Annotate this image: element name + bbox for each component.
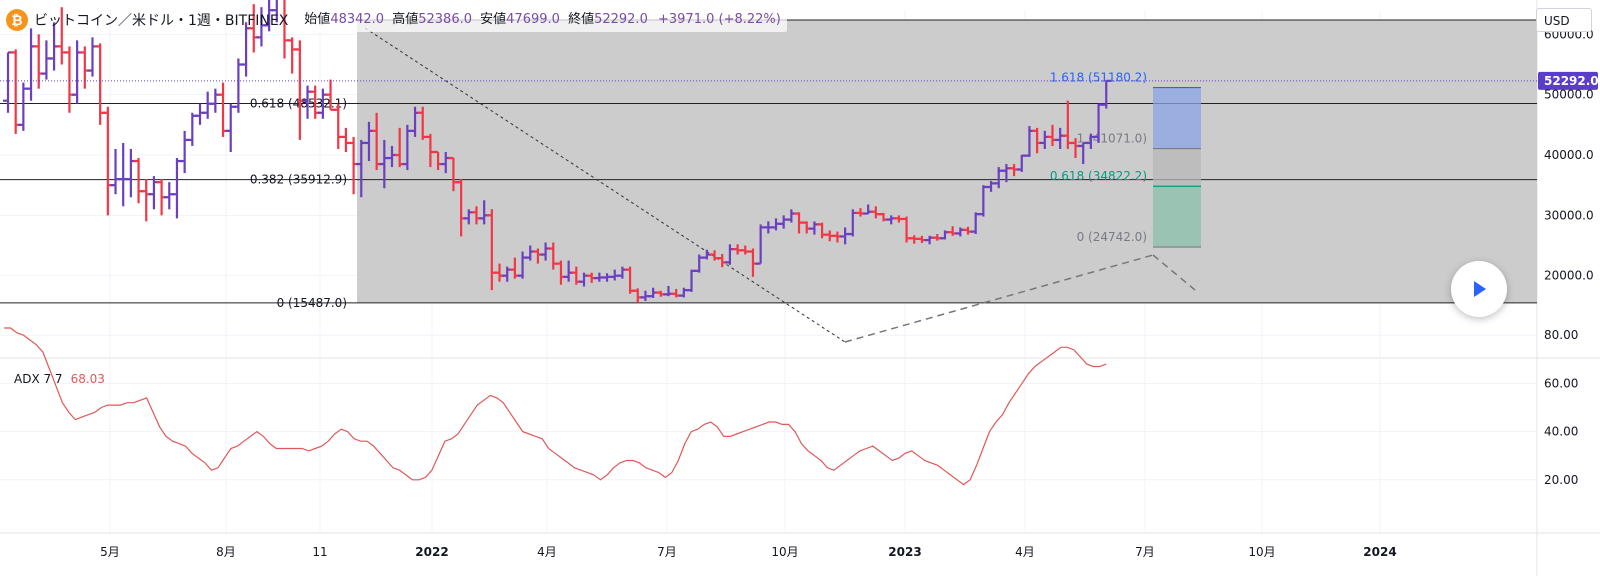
price-tick-label: 20000.0 [1544, 269, 1594, 283]
low-label: 安値 [480, 12, 507, 27]
fib-ext-level-label: 1.618 (51180.2) [1050, 71, 1147, 85]
high-value: 52386.0 [418, 12, 472, 27]
play-icon [1474, 281, 1486, 297]
play-button[interactable] [1451, 261, 1507, 317]
bitcoin-icon: ₿ [6, 9, 28, 31]
time-tick-label: 10月 [771, 545, 798, 559]
time-tick-label: 2024 [1363, 545, 1396, 559]
fib-ext-level-label: 0 (24742.0) [1077, 230, 1147, 244]
time-tick-label: 8月 [216, 545, 236, 559]
open-value: 48342.0 [330, 12, 385, 27]
open-label: 始値 [304, 12, 331, 27]
price-tick-label: 40000.0 [1544, 148, 1594, 162]
time-tick-label: 5月 [100, 545, 120, 559]
adx-legend-title: ADX 7 7 [14, 372, 63, 386]
currency-button[interactable]: USD [1536, 8, 1592, 32]
time-tick-label: 4月 [1015, 545, 1035, 559]
price-tick-label: 30000.0 [1544, 208, 1594, 222]
adx-legend-value: 68.03 [70, 372, 105, 386]
chart-header: ₿ ビットコイン／米ドル・1週・BITFINEX 始値48342.0 高値523… [6, 8, 787, 32]
time-tick-label: 11 [312, 545, 327, 559]
last-price-label: 52292.0 [1544, 74, 1599, 88]
adx-tick-label: 40.00 [1544, 425, 1578, 439]
low-value: 47699.0 [506, 12, 560, 27]
time-tick-label: 7月 [1135, 545, 1155, 559]
time-tick-label: 4月 [537, 545, 557, 559]
fib-ext-trend-line [844, 254, 1154, 343]
adx-tick-label: 20.00 [1544, 473, 1578, 487]
price-tick-label: 50000.0 [1544, 88, 1594, 102]
fib-ext-level-label: 0.618 (34822.2) [1050, 169, 1147, 183]
ohlc-bar [271, 0, 278, 23]
ohlc-readout: 始値48342.0 高値52386.0 安値47699.0 終値52292.0 … [294, 8, 787, 32]
adx-legend: ADX 7 7 68.03 [14, 372, 105, 386]
fib-ext-level-label: 1 (41071.0) [1077, 132, 1147, 146]
fib-ext-zone-1-1618 [1153, 87, 1201, 149]
high-label: 高値 [392, 12, 419, 27]
close-value: 52292.0 [594, 12, 648, 27]
fib-ext-trend-line-2 [1152, 254, 1196, 291]
adx-tick-label: 80.00 [1544, 328, 1578, 342]
last-price-tag [1538, 71, 1598, 90]
fib-retracement-area [357, 20, 1537, 303]
time-tick-label: 7月 [657, 545, 677, 559]
symbol-title[interactable]: ビットコイン／米ドル・1週・BITFINEX [34, 13, 289, 29]
adx-line [4, 327, 1107, 486]
fib-level-label: 0.618 (48532.1) [250, 97, 347, 111]
close-label: 終値 [568, 12, 595, 27]
time-tick-label: 2022 [415, 545, 448, 559]
adx-tick-label: 60.00 [1544, 376, 1578, 390]
fib-level-label: 0.382 (35912.9) [250, 173, 347, 187]
fib-ext-zone-0618-1 [1153, 148, 1201, 187]
time-tick-label: 2023 [888, 545, 921, 559]
fib-level-label: 0 (15487.0) [277, 296, 347, 310]
fib-ext-zone-0-0618 [1153, 186, 1201, 248]
change-value: +3971.0 (+8.22%) [657, 12, 781, 27]
time-tick-label: 10月 [1248, 545, 1275, 559]
